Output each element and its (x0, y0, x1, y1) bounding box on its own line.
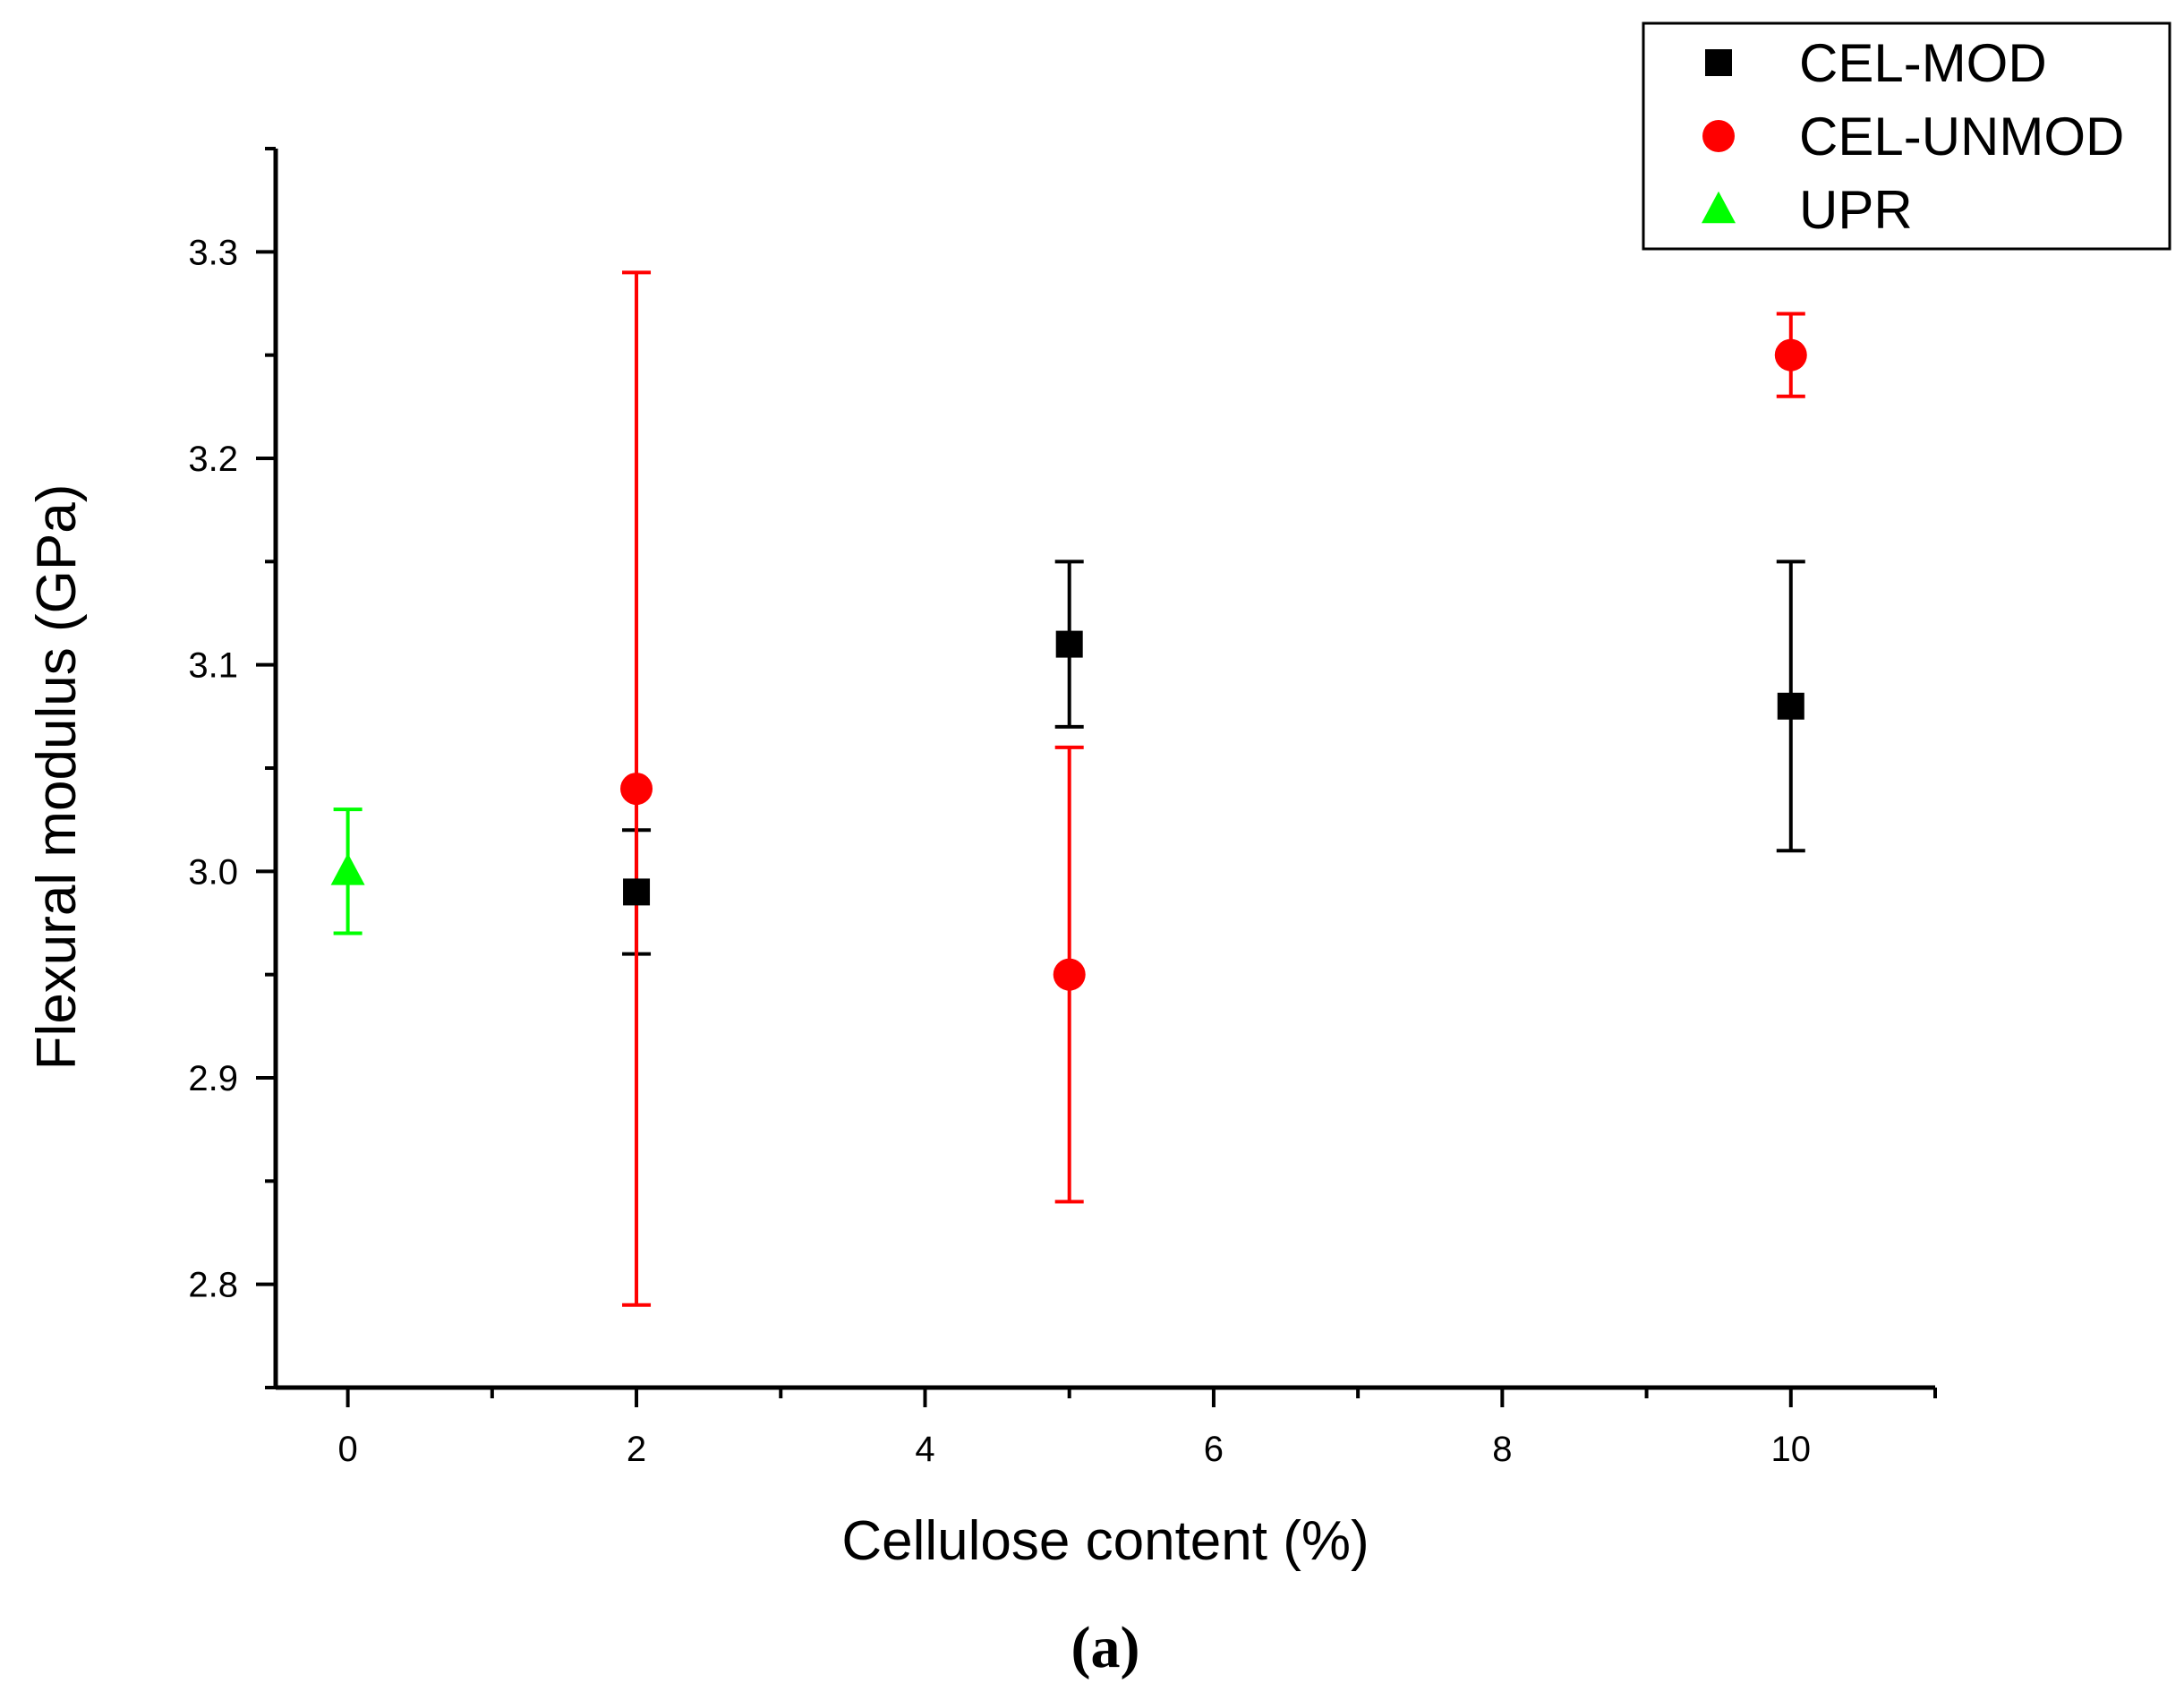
data-markers (330, 338, 1807, 991)
x-tick-label: 6 (1204, 1430, 1224, 1469)
y-tick-label: 2.9 (188, 1059, 238, 1098)
x-axis-title: Cellulose content (%) (841, 1510, 1369, 1572)
y-tick-label: 2.8 (188, 1266, 238, 1305)
legend-label-cel-unmod: CEL-UNMOD (1799, 107, 2124, 167)
y-tick-label: 3.1 (188, 646, 238, 686)
data-point-cel-unmod (1053, 958, 1086, 991)
y-tick-label: 3.0 (188, 852, 238, 892)
y-tick-label: 3.2 (188, 440, 238, 479)
x-tick-label: 0 (337, 1430, 357, 1469)
x-tick-label: 2 (627, 1430, 646, 1469)
y-axis-ticks: 2.8 2.9 3.0 3.1 3.2 3.3 (188, 147, 276, 1389)
legend-label-cel-mod: CEL-MOD (1799, 33, 2047, 93)
data-point-cel-unmod (620, 773, 653, 806)
x-tick-label: 4 (915, 1430, 934, 1469)
x-tick-label: 10 (1771, 1430, 1812, 1469)
x-axis-ticks: 0 2 4 6 8 10 (337, 1388, 1937, 1469)
legend: CEL-MOD CEL-UNMOD UPR (1642, 21, 2171, 251)
y-axis-title: Flexural modulus (GPa) (26, 484, 88, 1071)
data-point-cel-mod (1777, 692, 1804, 720)
legend-marker-cel-mod (1705, 49, 1732, 76)
y-tick-label: 3.3 (188, 233, 238, 272)
error-bars (333, 270, 1805, 1307)
data-point-upr (330, 853, 365, 885)
data-point-cel-unmod (1774, 338, 1807, 372)
data-point-cel-mod (1055, 630, 1083, 658)
x-tick-label: 8 (1492, 1430, 1512, 1469)
figure-caption: (a) (1071, 1615, 1140, 1680)
legend-label-upr: UPR (1799, 180, 1913, 240)
plot-axes: 0 2 4 6 8 10 2.8 2.9 3.0 3.1 3.2 3.3 (188, 147, 1937, 1469)
legend-marker-upr (1702, 191, 1736, 224)
legend-marker-cel-unmod (1702, 120, 1735, 152)
data-point-cel-mod (623, 878, 651, 906)
